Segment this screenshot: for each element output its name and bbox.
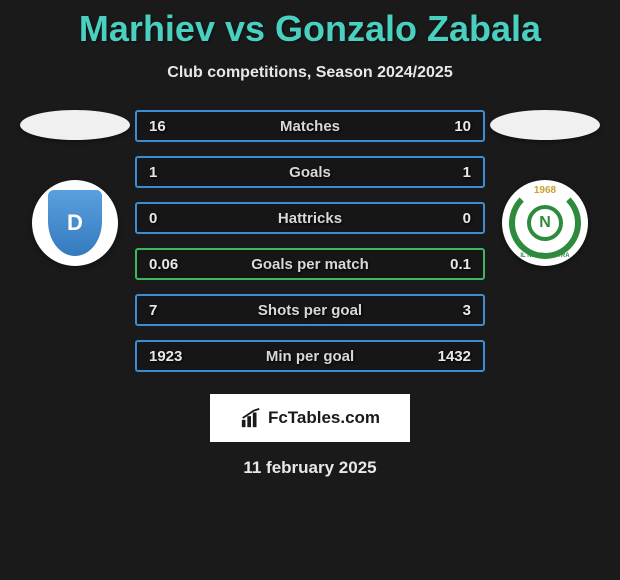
stat-label: Matches <box>137 118 483 135</box>
stat-row: 7Shots per goal3 <box>135 294 485 326</box>
comparison-subtitle: Club competitions, Season 2024/2025 <box>0 64 620 82</box>
stat-row: 16Matches10 <box>135 110 485 142</box>
stat-row: 1923Min per goal1432 <box>135 340 485 372</box>
stat-row: 0Hattricks0 <box>135 202 485 234</box>
left-club-shield-icon: D <box>48 190 102 256</box>
stats-table: 16Matches10 1Goals1 0Hattricks0 0.06Goals p… <box>135 110 485 372</box>
comparison-body: D 16Matches10 1Goals1 0Hattricks0 0.06Goals… <box>0 110 620 372</box>
stat-label: Shots per goal <box>137 302 483 319</box>
right-country-flag <box>490 110 600 140</box>
comparison-date: 11 february 2025 <box>0 458 620 478</box>
stat-row: 1Goals1 <box>135 156 485 188</box>
right-club-badge: 1968 N IL NEST - SOTRA <box>502 180 588 266</box>
right-club-year: 1968 <box>534 185 556 196</box>
stat-row: 0.06Goals per match0.1 <box>135 248 485 280</box>
fctables-logo-icon <box>240 407 262 429</box>
stat-label: Hattricks <box>137 210 483 227</box>
comparison-title: Marhiev vs Gonzalo Zabala <box>0 0 620 50</box>
right-player-column: 1968 N IL NEST - SOTRA <box>485 110 605 266</box>
right-club-initial: N <box>527 205 563 241</box>
stat-label: Min per goal <box>137 348 483 365</box>
source-brand-text: FcTables.com <box>268 408 380 428</box>
stat-label: Goals per match <box>137 256 483 273</box>
source-badge: FcTables.com <box>210 394 410 442</box>
left-club-badge: D <box>32 180 118 266</box>
left-player-column: D <box>15 110 135 266</box>
right-club-name: IL NEST - SOTRA <box>520 253 569 259</box>
left-country-flag <box>20 110 130 140</box>
right-club-emblem-icon: 1968 N IL NEST - SOTRA <box>509 187 581 259</box>
stat-label: Goals <box>137 164 483 181</box>
